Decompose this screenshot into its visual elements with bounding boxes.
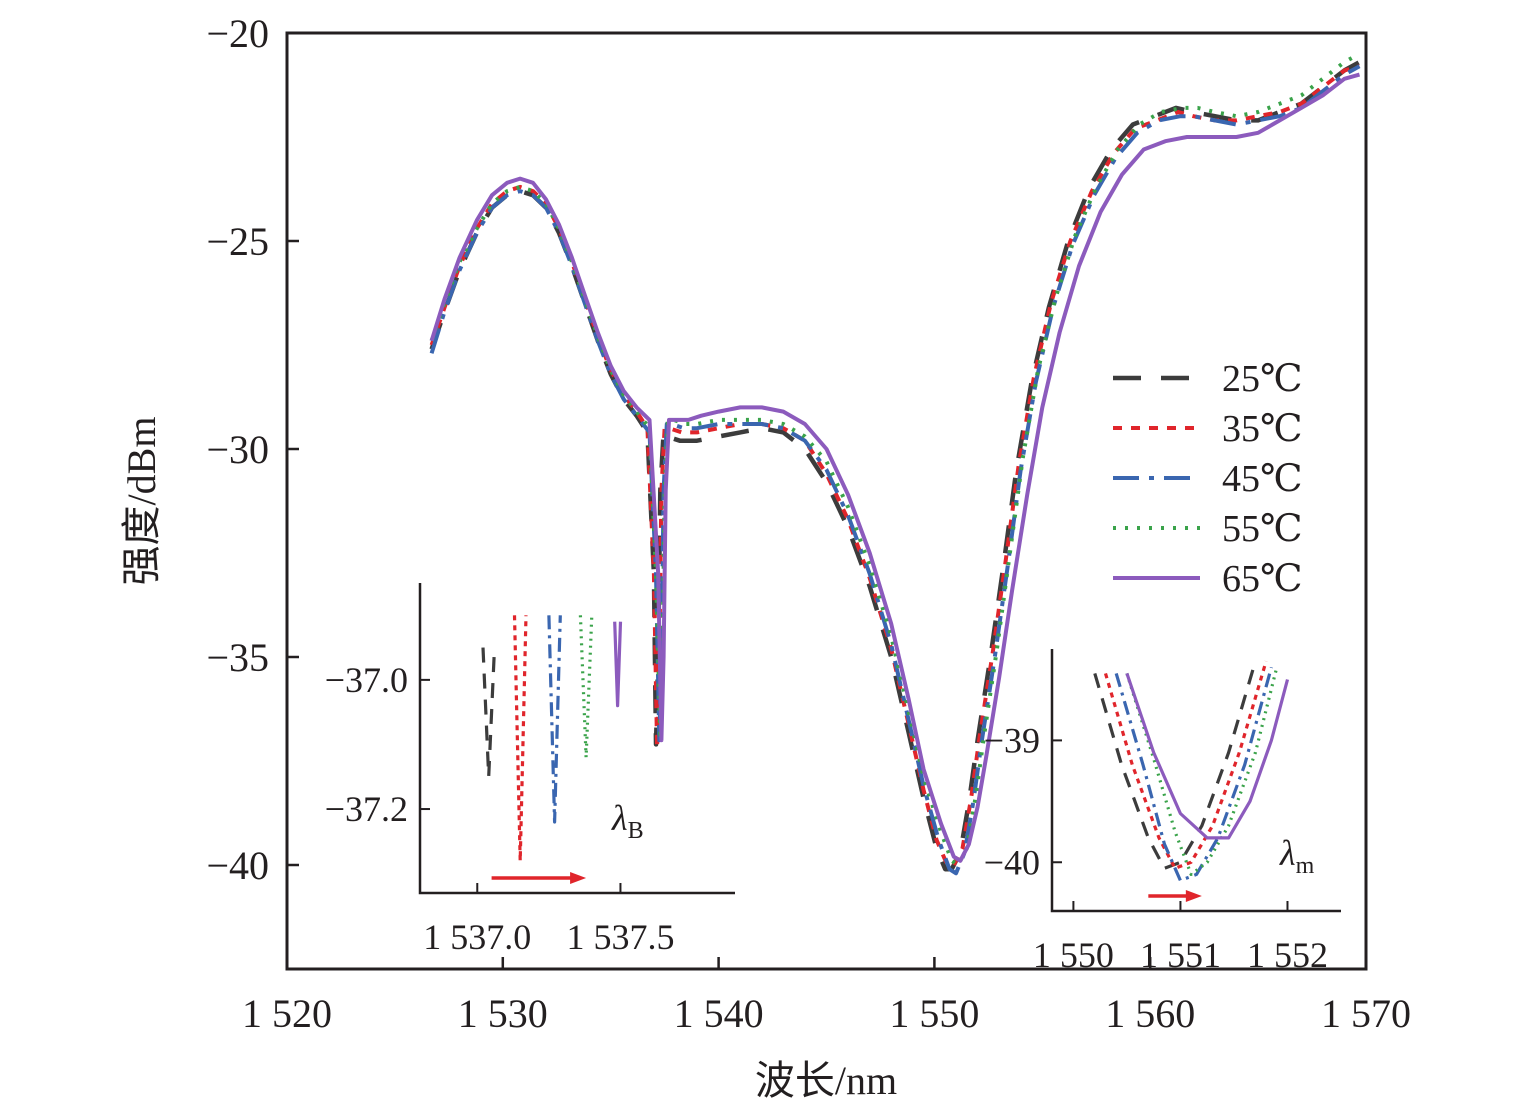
inset-series-line-35℃ <box>512 615 528 863</box>
inset-annotation: λm <box>1279 833 1315 879</box>
inset-series-line-55℃ <box>578 615 594 759</box>
x-tick-label: 1 540 <box>674 991 764 1036</box>
x-tick-label: 1 530 <box>458 991 548 1036</box>
series-line-65℃ <box>429 72 1361 863</box>
legend-label: 65℃ <box>1222 558 1303 600</box>
inset-series-line-25℃ <box>481 647 497 779</box>
main-series-group <box>429 52 1361 876</box>
legend: 25℃ 35℃ 45℃ 55℃ 65℃ <box>1113 358 1303 600</box>
y-tick-label: −20 <box>206 11 269 56</box>
y-tick-label: −35 <box>206 635 269 680</box>
main-plot-frame <box>285 31 1368 971</box>
x-tick-label: 1 550 <box>889 991 979 1036</box>
annotation-main: λ <box>611 798 628 838</box>
series-line-25℃ <box>429 60 1361 872</box>
inset-series-line-65℃ <box>613 621 623 708</box>
inset-axes <box>1050 649 1341 913</box>
series-line-45℃ <box>429 64 1361 876</box>
inset-lambda-b: 1 537.0 1 537.5 −37.0 −37.2 λB <box>325 583 735 957</box>
inset-series-line-45℃ <box>1114 666 1273 883</box>
inset-x-tick-label: 1 552 <box>1247 935 1328 975</box>
annotation-main: λ <box>1279 833 1296 873</box>
inset-lambda-m: 1 550 1 551 1 552 −39 −40 λm <box>984 649 1341 975</box>
inset-y-tick-label: −40 <box>984 842 1040 882</box>
inset-annotation: λB <box>611 798 644 844</box>
series-line-35℃ <box>429 64 1361 867</box>
inset-axes <box>418 583 735 895</box>
y-tick-label: −40 <box>206 843 269 888</box>
annotation-subscript: m <box>1296 853 1315 879</box>
legend-label: 25℃ <box>1222 358 1303 400</box>
y-tick-label: −25 <box>206 219 269 264</box>
inset-series-line-25℃ <box>1093 660 1257 870</box>
inset-series-line-35℃ <box>1103 660 1268 870</box>
inset-x-tick-label: 1 537.5 <box>566 917 674 957</box>
annotation-subscript: B <box>628 818 644 844</box>
inset-y-tick-label: −37.2 <box>325 789 408 829</box>
x-tick-label: 1 520 <box>242 991 332 1036</box>
inset-x-tick-label: 1 537.0 <box>423 917 531 957</box>
inset-x-tick-label: 1 550 <box>1033 935 1114 975</box>
legend-label: 45℃ <box>1222 458 1303 500</box>
x-tick-label: 1 570 <box>1321 991 1411 1036</box>
x-tick-label: 1 560 <box>1105 991 1195 1036</box>
inset-x-tick-label: 1 551 <box>1140 935 1221 975</box>
inset-y-tick-label: −39 <box>984 720 1040 760</box>
inset-series-line-65℃ <box>1125 672 1290 840</box>
series-line-55℃ <box>429 52 1361 867</box>
y-tick-label: −30 <box>206 427 269 472</box>
shift-arrow-head <box>1185 890 1202 902</box>
y-axis-title: 强度/dBm <box>119 417 164 586</box>
inset-series-line-45℃ <box>547 615 562 824</box>
legend-label: 35℃ <box>1222 408 1303 450</box>
main-axis-ticks: 1 520 1 530 1 540 1 550 1 560 1 570 −20 −25 −30 −… <box>206 11 1411 1036</box>
shift-arrow-head <box>570 872 587 884</box>
inset-y-tick-label: −37.0 <box>325 660 408 700</box>
x-axis-title: 波长/nm <box>755 1058 897 1103</box>
legend-label: 55℃ <box>1222 508 1303 550</box>
